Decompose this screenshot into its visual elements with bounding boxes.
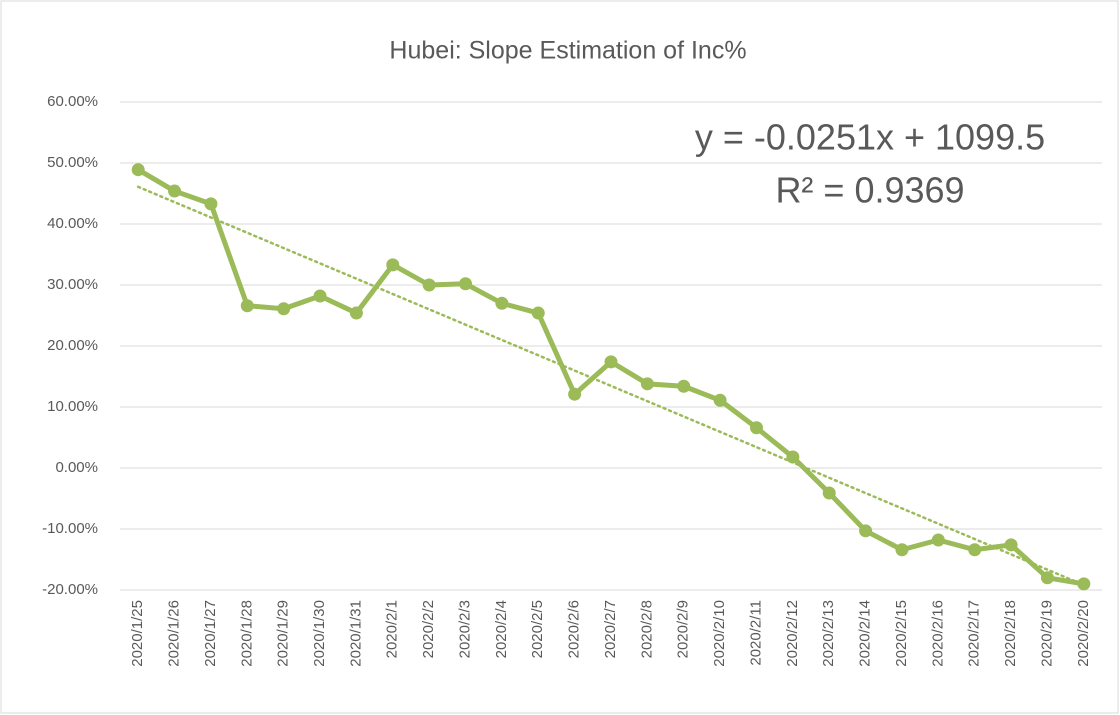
data-point (786, 450, 800, 464)
y-tick-label: 0.00% (55, 459, 98, 476)
data-point (422, 278, 436, 292)
data-point (859, 524, 873, 538)
y-tick-label: -10.00% (42, 520, 98, 537)
trendline (136, 185, 1086, 587)
x-tick-label: 2020/2/19 (1038, 600, 1055, 667)
data-point (495, 296, 509, 310)
data-point (349, 306, 363, 320)
x-tick-label: 2020/2/3 (456, 600, 473, 658)
data-point (459, 277, 473, 291)
x-tick-label: 2020/2/10 (711, 600, 728, 667)
data-point (568, 387, 582, 401)
data-point (677, 379, 691, 393)
x-tick-label: 2020/2/5 (529, 600, 546, 658)
x-tick-label: 2020/2/9 (675, 600, 692, 658)
x-tick-label: 2020/2/6 (566, 600, 583, 658)
x-tick-label: 2020/2/14 (857, 600, 874, 667)
y-tick-label: 40.00% (47, 215, 98, 232)
data-point (386, 258, 400, 272)
data-point (749, 421, 763, 435)
x-tick-label: 2020/1/29 (275, 600, 292, 667)
data-point (1004, 538, 1018, 552)
x-tick-label: 2020/2/20 (1075, 600, 1092, 667)
x-tick-label: 2020/2/15 (893, 600, 910, 667)
data-point (1040, 571, 1054, 585)
data-point (204, 197, 218, 211)
y-tick-label: 30.00% (47, 276, 98, 293)
data-point (713, 393, 727, 407)
x-tick-label: 2020/2/7 (602, 600, 619, 658)
x-tick-label: 2020/2/4 (493, 600, 510, 658)
data-point (1077, 577, 1091, 591)
data-point (931, 533, 945, 547)
x-tick-label: 2020/1/26 (166, 600, 183, 667)
x-tick-label: 2020/2/13 (820, 600, 837, 667)
x-tick-label: 2020/2/1 (384, 600, 401, 658)
x-tick-label: 2020/2/16 (929, 600, 946, 667)
x-tick-label: 2020/2/12 (784, 600, 801, 667)
x-tick-label: 2020/2/8 (638, 600, 655, 658)
data-point (531, 306, 545, 320)
data-point (277, 302, 291, 316)
y-tick-label: 50.00% (47, 154, 98, 171)
data-point (640, 377, 654, 391)
data-point (968, 543, 982, 557)
y-tick-label: -20.00% (42, 581, 98, 598)
x-tick-label: 2020/2/18 (1002, 600, 1019, 667)
r-squared: R² = 0.9369 (775, 170, 964, 211)
x-tick-label: 2020/1/31 (347, 600, 364, 667)
data-point (604, 355, 618, 369)
y-tick-label: 10.00% (47, 398, 98, 415)
x-tick-label: 2020/1/30 (311, 600, 328, 667)
trend-equation: y = -0.0251x + 1099.5 (695, 117, 1045, 158)
data-point (131, 163, 145, 177)
data-point (240, 299, 254, 313)
x-tick-label: 2020/1/28 (238, 600, 255, 667)
x-tick-label: 2020/1/25 (129, 600, 146, 667)
x-tick-label: 2020/2/11 (747, 600, 764, 666)
x-tick-label: 2020/1/27 (202, 600, 219, 667)
data-point (895, 543, 909, 557)
data-point (168, 184, 182, 198)
chart-title: Hubei: Slope Estimation of Inc% (389, 37, 746, 65)
y-tick-label: 20.00% (47, 337, 98, 354)
data-point (822, 486, 836, 500)
x-tick-label: 2020/2/17 (966, 600, 983, 667)
data-point (313, 289, 327, 303)
x-tick-label: 2020/2/2 (420, 600, 437, 658)
y-tick-label: 60.00% (47, 93, 98, 110)
